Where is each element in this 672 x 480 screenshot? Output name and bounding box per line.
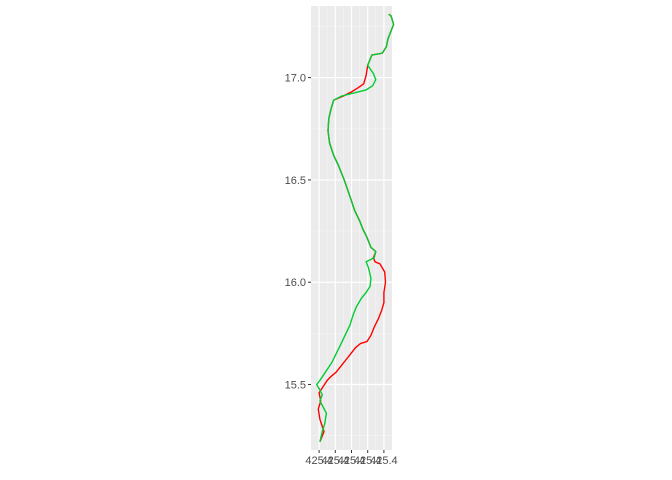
y-tick-label: 16.0	[285, 277, 306, 289]
series-line-2	[316, 13, 395, 442]
y-tick-label: 16.5	[285, 175, 306, 187]
major-gridlines	[311, 6, 392, 450]
x-tick-label: 425.4	[370, 455, 398, 467]
x-tick-label: 425.4	[354, 455, 382, 467]
y-tick-label: 15.5	[285, 380, 306, 392]
series-layer	[316, 13, 395, 443]
x-tick-label: 425.4	[322, 455, 350, 467]
x-tick-label: 425.4	[305, 455, 333, 467]
y-tick-label: 17.0	[285, 73, 306, 85]
x-tick-label: 425.4	[338, 455, 366, 467]
y-axis: 15.5 16.0 16.5 17.0	[285, 73, 311, 392]
